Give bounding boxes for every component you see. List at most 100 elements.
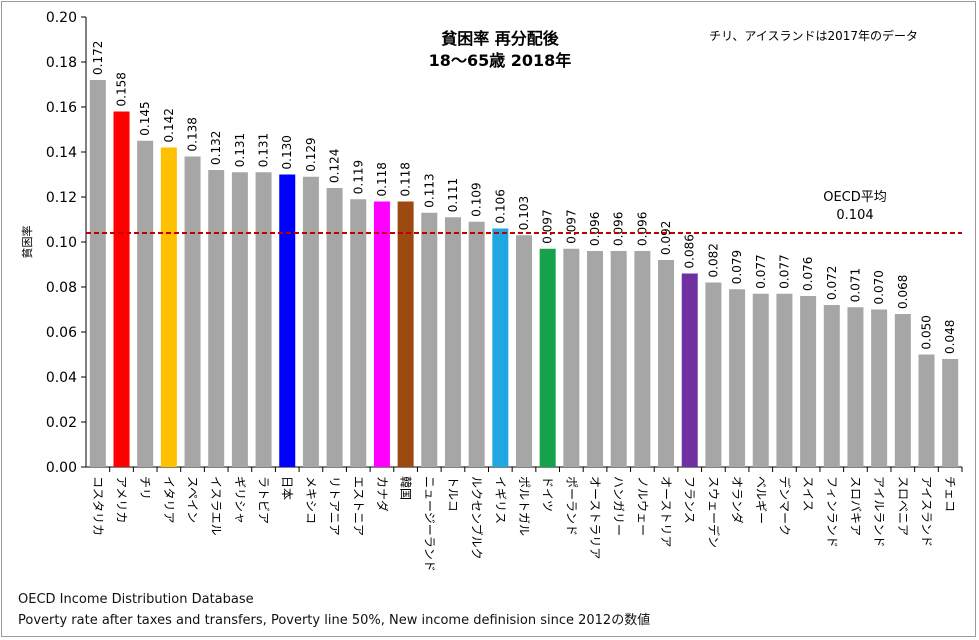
category-label: ベルギー [754, 476, 768, 524]
value-label: 0.072 [825, 266, 839, 300]
y-tick-label: 0.10 [46, 235, 77, 251]
bar [208, 170, 225, 467]
bar [302, 176, 319, 467]
category-label: アイルランド [872, 476, 886, 547]
category-label: メキシコ [304, 476, 318, 524]
bar [397, 201, 414, 467]
category-label: コスタリカ [91, 476, 105, 536]
y-axis: 0.00 0.02 0.04 0.06 0.08 0.10 0.12 0.14 0.16 0.18… [46, 10, 962, 476]
value-label: 0.096 [612, 212, 626, 246]
source-line-2: Poverty rate after taxes and transfers, … [18, 613, 651, 628]
y-tick-label: 0.14 [46, 145, 77, 161]
value-label: 0.111 [446, 178, 460, 212]
bar [871, 309, 888, 467]
y-tick-label: 0.12 [46, 190, 77, 206]
category-label: フランス [683, 476, 697, 524]
chart-title-line1: 貧困率 再分配後 [441, 29, 560, 48]
category-label: リトアニア [328, 476, 342, 536]
category-label: スロバキア [848, 476, 862, 536]
bar [634, 251, 651, 467]
y-tick-label: 0.18 [46, 55, 77, 71]
category-label: イギリス [493, 476, 507, 524]
bar [444, 217, 461, 467]
value-label: 0.145 [138, 101, 152, 135]
value-label: 0.076 [801, 257, 815, 291]
category-label: イスラエル [209, 476, 223, 536]
bar [587, 251, 604, 467]
bar [89, 80, 106, 467]
chart-note: チリ、アイスランドは2017年のデータ [709, 28, 918, 43]
category-label: ラトビア [257, 476, 271, 524]
bar [729, 289, 746, 467]
category-label: スロベニア [896, 476, 910, 536]
category-label: ポルトガル [517, 476, 531, 536]
bar [776, 293, 793, 467]
category-label: フィンランド [825, 476, 839, 548]
value-label: 0.129 [304, 137, 318, 171]
value-label: 0.103 [517, 196, 531, 230]
bar [326, 188, 343, 467]
category-label: ニュージーランド [422, 476, 436, 572]
bar [918, 354, 935, 467]
bar [610, 251, 627, 467]
value-label: 0.097 [541, 209, 555, 243]
value-label: 0.118 [399, 162, 413, 196]
value-label: 0.096 [588, 212, 602, 246]
bar [468, 221, 485, 467]
value-label: 0.092 [659, 221, 673, 255]
y-tick-label: 0.06 [46, 325, 77, 341]
y-tick-label: 0.02 [46, 415, 77, 431]
bar [255, 172, 272, 467]
source-line-1: OECD Income Distribution Database [18, 592, 254, 607]
value-label: 0.132 [209, 131, 223, 165]
value-label: 0.131 [233, 133, 247, 167]
y-tick-label: 0.00 [46, 460, 77, 476]
value-label: 0.071 [848, 268, 862, 302]
oecd-average-label: OECD平均 [823, 190, 887, 205]
category-label: デンマーク [777, 476, 792, 536]
category-label: エストニア [351, 476, 365, 536]
bar [681, 273, 698, 467]
bar [113, 111, 130, 467]
value-label: 0.082 [706, 243, 720, 277]
value-label: 0.113 [422, 173, 436, 207]
bar [894, 314, 911, 467]
category-label: スウェーデン [706, 476, 721, 548]
y-tick-label: 0.08 [46, 280, 77, 296]
category-label: チリ [138, 476, 152, 500]
bar [705, 282, 722, 467]
category-label: アイスランド [919, 476, 933, 547]
y-tick-label: 0.04 [46, 370, 77, 386]
category-label: 日本 [280, 476, 294, 500]
category-label: ドイツ [541, 476, 555, 512]
value-label: 0.158 [115, 72, 129, 106]
value-label: 0.130 [280, 135, 294, 169]
oecd-average-value: 0.104 [836, 208, 873, 223]
bars: 0.172 コスタリカ 0.158 アメリカ 0.145 チリ 0.142 イタリア 0.138… [89, 41, 963, 572]
category-label: オーストラリア [588, 476, 602, 559]
category-label: カナダ [375, 476, 390, 512]
bar [160, 147, 177, 467]
y-axis-label: 貧困率 [20, 226, 34, 259]
category-label: イタリア [162, 476, 176, 524]
y-tick-label: 0.16 [46, 100, 77, 116]
value-label: 0.109 [470, 182, 484, 216]
bar [658, 260, 675, 467]
value-label: 0.106 [493, 189, 507, 223]
bar [350, 199, 367, 467]
bar [373, 201, 390, 467]
value-label: 0.142 [162, 108, 176, 142]
value-label: 0.086 [683, 234, 697, 268]
bar [516, 235, 532, 467]
bar [800, 296, 817, 467]
bar [942, 359, 959, 467]
category-label: ハンガリー [612, 476, 626, 536]
value-label: 0.077 [754, 254, 768, 288]
value-label: 0.138 [186, 117, 200, 151]
bar [563, 248, 580, 467]
value-label: 0.050 [919, 315, 933, 349]
value-label: 0.068 [896, 275, 910, 309]
category-label: チェコ [943, 476, 957, 512]
